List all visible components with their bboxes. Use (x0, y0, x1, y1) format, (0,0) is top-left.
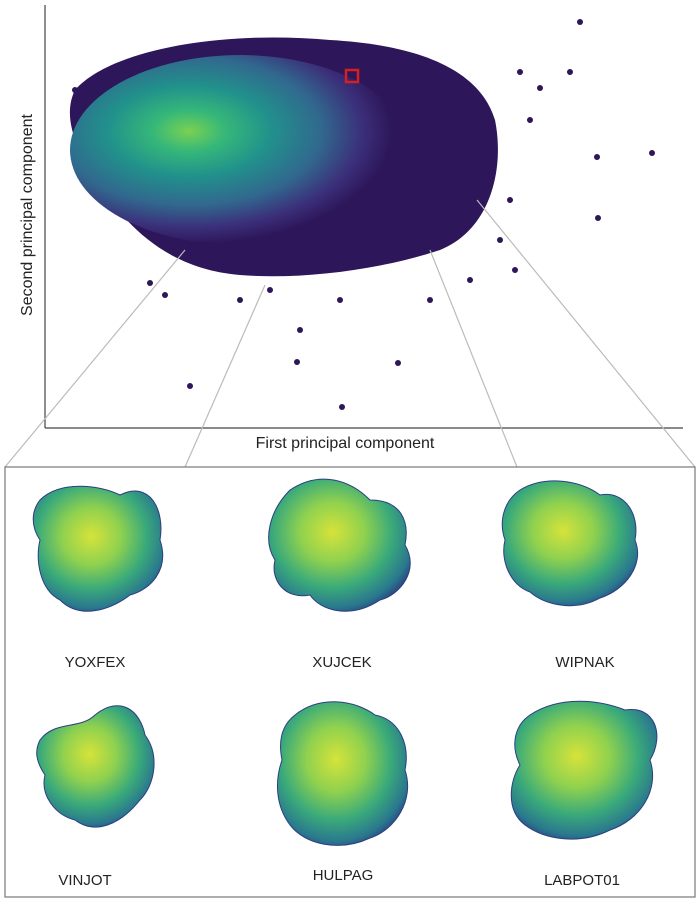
molecule-name: XUJCEK (312, 654, 371, 671)
molecule-name: HULPAG (313, 867, 374, 884)
connector-lines (4, 199, 696, 468)
density-cloud (69, 19, 655, 410)
molecule-name: WIPNAK (555, 654, 614, 671)
molecule-name: VINJOT (58, 872, 111, 889)
molecule-name: YOXFEX (65, 654, 126, 671)
y-axis-label: Second principal component (19, 113, 36, 315)
x-axis-label: First principal component (256, 435, 435, 452)
molecule-surfaces (32, 478, 658, 846)
molecule-panel (4, 466, 696, 898)
highlight-box (344, 68, 360, 84)
molecule-name: LABPOT01 (544, 872, 620, 889)
